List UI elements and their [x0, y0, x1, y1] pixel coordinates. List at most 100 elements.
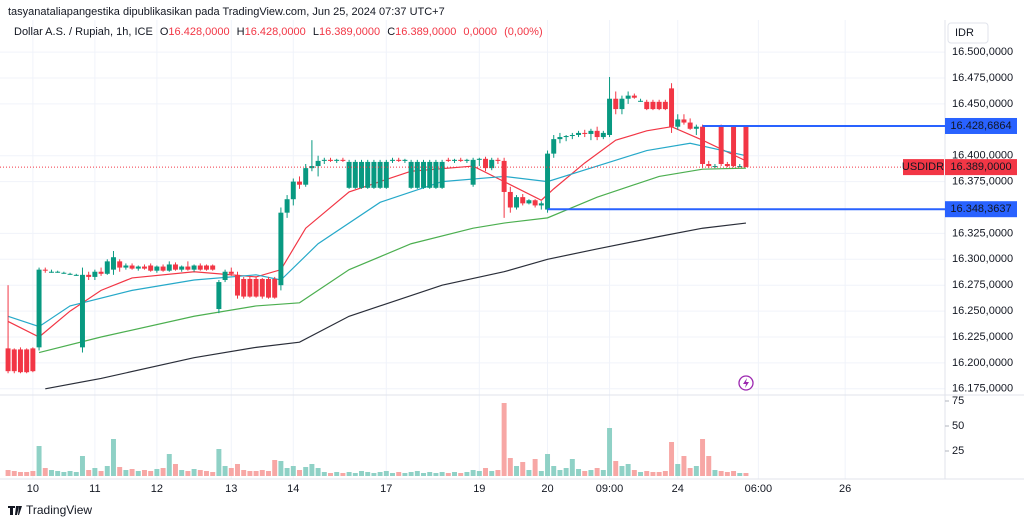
volume-bar	[489, 471, 495, 476]
volume-bar	[638, 472, 644, 476]
candle-body	[359, 161, 364, 188]
volume-bar	[247, 471, 253, 476]
candle-body	[538, 203, 544, 206]
candle-body	[79, 274, 85, 348]
candle-body	[141, 266, 147, 269]
volume-bar	[433, 473, 439, 476]
candle-body	[241, 278, 247, 297]
volume-bar	[359, 471, 364, 476]
volume-bar	[501, 403, 507, 476]
volume-bar	[483, 468, 489, 476]
candle-body	[650, 101, 656, 110]
currency-box[interactable]	[947, 22, 989, 44]
candle-body	[259, 278, 265, 297]
volume-bar	[253, 471, 259, 476]
volume-bar	[464, 472, 470, 476]
volume-bar	[427, 472, 433, 476]
candle-body	[638, 100, 644, 102]
candle-body	[520, 197, 526, 204]
volume-bar	[334, 472, 340, 476]
volume-bar	[693, 466, 699, 476]
volume-bar	[129, 469, 135, 476]
volume-tick-label: 75	[952, 395, 964, 407]
volume-bar	[737, 473, 743, 476]
volume-bar	[569, 459, 575, 476]
candle-body	[123, 265, 129, 268]
volume-bar	[700, 439, 706, 476]
volume-bar	[98, 471, 104, 476]
candle-body	[253, 278, 259, 297]
candle-body	[433, 161, 439, 188]
volume-bar	[148, 471, 154, 476]
candle-body	[36, 269, 42, 348]
volume-bar	[377, 472, 383, 476]
candle-body	[197, 265, 203, 270]
candle-body	[17, 349, 23, 373]
price-line-box	[945, 201, 1017, 218]
candle-body	[514, 197, 520, 208]
candle-body	[42, 269, 48, 271]
volume-bar	[681, 456, 687, 476]
candle-body	[563, 136, 569, 138]
volume-bar	[613, 461, 619, 476]
volume-bar	[135, 471, 141, 476]
currency[interactable]: IDR	[955, 27, 974, 39]
ohlc-key: C	[387, 26, 395, 38]
volume-bar	[55, 471, 61, 476]
volume-bar	[86, 470, 92, 476]
candle-body	[396, 159, 402, 161]
candle-body	[476, 158, 482, 160]
candle-body	[303, 168, 309, 185]
x-tick-label: 24	[672, 483, 684, 495]
candle-body	[681, 119, 687, 123]
ohlc-value: 16.428,0000	[245, 26, 306, 38]
candle-body	[290, 181, 296, 200]
candle-body	[371, 161, 377, 188]
volume-bar	[228, 468, 234, 476]
x-tick-label: 19	[473, 483, 485, 495]
candle-body	[445, 159, 451, 161]
volume-bar	[73, 472, 79, 476]
candle-body	[483, 158, 489, 169]
y-tick-label: 16.250,0000	[952, 305, 1013, 317]
lightning-icon[interactable]	[738, 375, 754, 391]
ohlc-value: 16.428,0000	[168, 26, 229, 38]
candle-body	[129, 265, 135, 269]
volume-bar	[328, 473, 333, 476]
candle-body	[619, 98, 625, 110]
volume-bar	[309, 464, 315, 476]
volume-bar	[396, 472, 402, 476]
volume-bar	[675, 464, 681, 476]
candle-body	[61, 272, 67, 274]
candle-body	[191, 265, 197, 270]
volume-bar	[662, 471, 668, 476]
x-tick-label: 20	[541, 483, 553, 495]
candle-body	[489, 159, 495, 169]
volume-bar	[724, 472, 730, 476]
candle-body	[693, 126, 699, 129]
volume-bar	[402, 473, 408, 476]
volume-bar	[272, 460, 278, 476]
candle-body	[613, 98, 619, 110]
lightning-bolt[interactable]	[743, 378, 749, 388]
volume-bar	[445, 473, 451, 476]
ohlc-key: L	[313, 26, 319, 38]
candle-body	[390, 159, 395, 161]
volume-bar	[222, 466, 228, 476]
brand: TradingView	[26, 503, 92, 517]
volume-bar	[297, 470, 302, 476]
candle-body	[594, 130, 600, 138]
x-tick-label: 11	[89, 483, 100, 495]
candle-body	[495, 159, 501, 161]
candle-body	[669, 88, 675, 127]
volume-bar	[383, 471, 389, 476]
volume-bar	[718, 471, 724, 476]
candle-body	[210, 265, 216, 270]
volume-bar	[266, 471, 271, 476]
volume-bar	[625, 464, 631, 476]
volume-bar	[197, 470, 203, 476]
volume-bar	[154, 469, 160, 476]
volume-bar	[458, 473, 464, 476]
candle-body	[67, 273, 73, 275]
volume-bar	[600, 470, 606, 476]
